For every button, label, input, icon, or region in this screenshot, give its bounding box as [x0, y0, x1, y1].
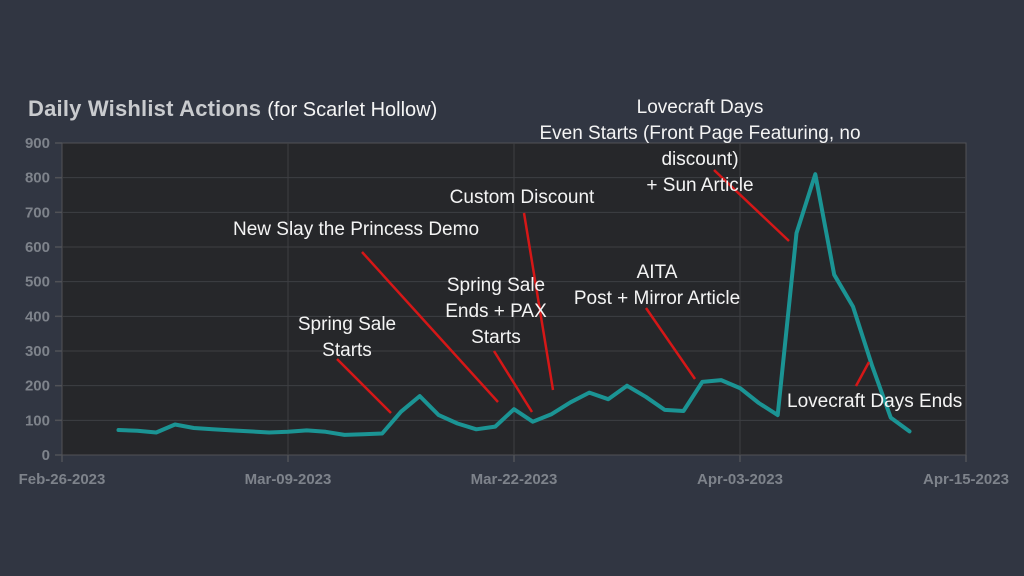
annotation-pointer-line: [854, 361, 871, 387]
y-axis-label: 900: [25, 135, 50, 152]
annotation-spring-sale-ends-pax-starts: Spring Sale Ends + PAX Starts: [445, 275, 547, 348]
x-axis-label: Apr-03-2023: [697, 471, 783, 488]
chart-title: Daily Wishlist Actions: [28, 96, 262, 121]
annotation-new-slay-the-princess-demo: New Slay the Princess Demo: [232, 219, 480, 240]
annotation-aita-post-mirror-article: AITA Post + Mirror Article: [573, 262, 741, 309]
annotation-pointer-line: [713, 169, 790, 242]
annotation-pointer-line: [522, 212, 555, 391]
annotation-pointer-line: [336, 358, 392, 414]
y-axis-label: 300: [25, 343, 50, 360]
y-axis-label: 800: [25, 170, 50, 187]
y-axis-label: 200: [25, 378, 50, 395]
y-axis-label: 400: [25, 308, 50, 325]
annotation-custom-discount: Custom Discount: [449, 187, 595, 208]
y-axis-label: 0: [42, 447, 50, 464]
x-axis-label: Apr-15-2023: [923, 471, 1009, 488]
chart-title-row: Daily Wishlist Actions (for Scarlet Hollo…: [28, 96, 437, 122]
annotation-spring-sale-starts: Spring Sale Starts: [297, 314, 397, 361]
x-axis-label: Feb-26-2023: [19, 471, 106, 488]
x-axis-label: Mar-22-2023: [471, 471, 558, 488]
annotation-pointer-line: [492, 350, 534, 413]
annotation-pointer-line: [644, 307, 697, 380]
annotation-pointer-line: [361, 251, 499, 403]
wishlist-actions-line: [116, 172, 912, 437]
y-axis-label: 700: [25, 204, 50, 221]
chart-subtitle: (for Scarlet Hollow): [267, 99, 438, 121]
annotation-lovecraft-days-ends: Lovecraft Days Ends: [787, 391, 963, 412]
y-axis-label: 500: [25, 274, 50, 291]
y-axis-label: 600: [25, 239, 50, 256]
y-axis-label: 100: [25, 412, 50, 429]
x-axis-label: Mar-09-2023: [245, 471, 332, 488]
annotation-lovecraft-days-start: Lovecraft Days Even Starts (Front Page F…: [539, 97, 861, 196]
